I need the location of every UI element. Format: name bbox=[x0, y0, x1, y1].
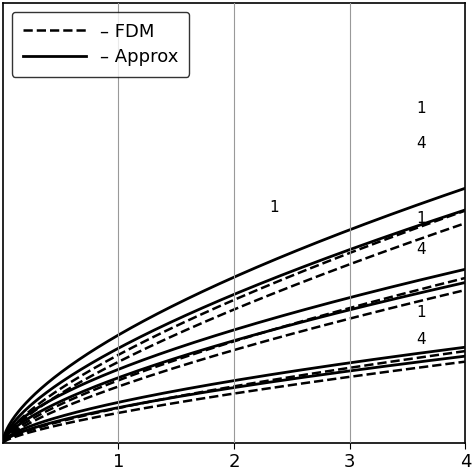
Text: 4: 4 bbox=[417, 136, 426, 151]
Text: 1: 1 bbox=[417, 101, 426, 116]
Text: 4: 4 bbox=[417, 332, 426, 347]
Text: 1: 1 bbox=[270, 200, 280, 215]
Text: 1: 1 bbox=[417, 211, 426, 226]
Text: 4: 4 bbox=[417, 242, 426, 257]
Text: 1: 1 bbox=[417, 306, 426, 320]
Legend: – FDM, – Approx: – FDM, – Approx bbox=[12, 12, 190, 77]
